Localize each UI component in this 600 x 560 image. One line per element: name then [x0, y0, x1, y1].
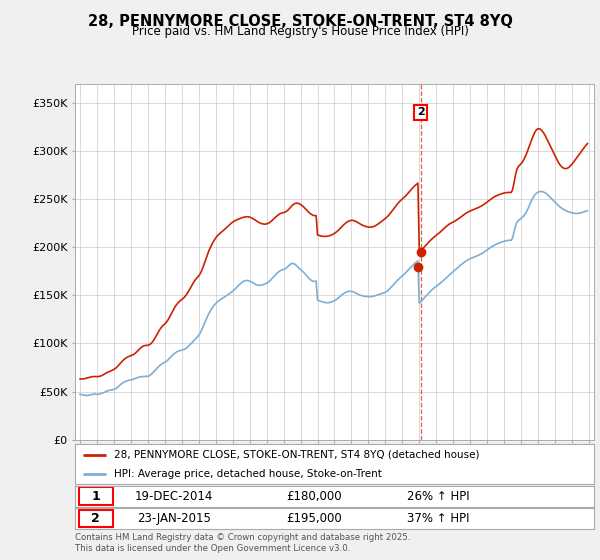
- Text: 23-JAN-2015: 23-JAN-2015: [137, 512, 211, 525]
- Text: Price paid vs. HM Land Registry's House Price Index (HPI): Price paid vs. HM Land Registry's House …: [131, 25, 469, 38]
- Text: Contains HM Land Registry data © Crown copyright and database right 2025.
This d: Contains HM Land Registry data © Crown c…: [75, 533, 410, 553]
- Text: 26% ↑ HPI: 26% ↑ HPI: [407, 489, 470, 503]
- Text: 28, PENNYMORE CLOSE, STOKE-ON-TRENT, ST4 8YQ: 28, PENNYMORE CLOSE, STOKE-ON-TRENT, ST4…: [88, 14, 512, 29]
- Text: £195,000: £195,000: [286, 512, 341, 525]
- Text: 2: 2: [91, 512, 100, 525]
- Text: 1: 1: [91, 489, 100, 503]
- Text: 37% ↑ HPI: 37% ↑ HPI: [407, 512, 470, 525]
- Text: 28, PENNYMORE CLOSE, STOKE-ON-TRENT, ST4 8YQ (detached house): 28, PENNYMORE CLOSE, STOKE-ON-TRENT, ST4…: [114, 450, 479, 460]
- Text: 2: 2: [417, 108, 425, 118]
- Text: 19-DEC-2014: 19-DEC-2014: [134, 489, 213, 503]
- Bar: [79, 510, 113, 528]
- Bar: [79, 487, 113, 505]
- Text: £180,000: £180,000: [286, 489, 341, 503]
- Text: HPI: Average price, detached house, Stoke-on-Trent: HPI: Average price, detached house, Stok…: [114, 469, 382, 478]
